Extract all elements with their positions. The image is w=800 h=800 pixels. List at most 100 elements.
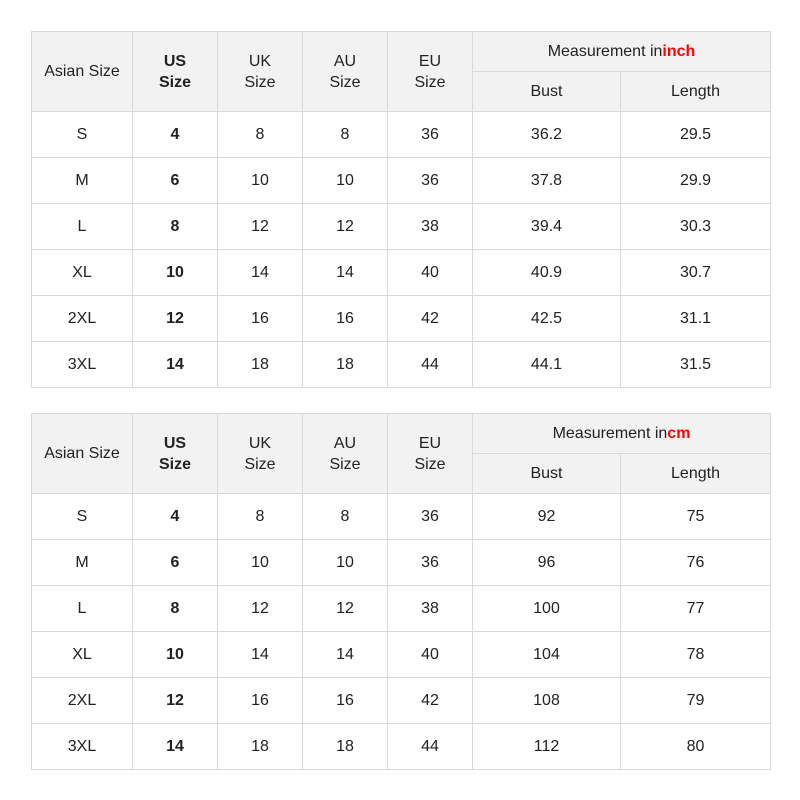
cell-eu-size: 36 [387, 493, 473, 540]
header-eu-size: EU Size [387, 31, 473, 112]
cell-uk-size: 12 [217, 585, 303, 632]
header-measurement: Measurement ininch [471, 31, 772, 72]
cell-eu-size: 36 [387, 111, 473, 158]
cell-asian-size: 2XL [31, 677, 133, 724]
subheader-row: Bust Length [32, 453, 771, 494]
cell-asian-size: XL [31, 631, 133, 678]
cell-uk-size: 8 [217, 493, 303, 540]
cell-length: 80 [620, 723, 771, 770]
header-length: Length [620, 453, 771, 494]
cell-asian-size: 3XL [31, 341, 133, 388]
header-row: Asian Size US Size UK Size AU Size EU Size Measur… [31, 31, 772, 112]
cell-bust: 100 [472, 585, 621, 632]
cell-asian-size: S [31, 493, 133, 540]
cell-us-size: 4 [132, 493, 218, 540]
cell-asian-size: L [31, 203, 133, 250]
cell-uk-size: 14 [217, 249, 303, 296]
cell-us-size: 6 [132, 157, 218, 204]
header-bust: Bust [472, 453, 621, 494]
size-table-cm: Asian Size US Size UK Size AU Size EU Size Measur… [31, 413, 771, 770]
cell-au-size: 18 [302, 723, 388, 770]
header-uk-size: UK Size [217, 413, 303, 494]
cell-uk-size: 16 [217, 295, 303, 342]
cell-bust: 112 [472, 723, 621, 770]
header-us-size: US Size [132, 413, 218, 494]
cell-eu-size: 44 [387, 723, 473, 770]
cell-asian-size: XL [31, 249, 133, 296]
cell-au-size: 16 [302, 677, 388, 724]
cell-uk-size: 14 [217, 631, 303, 678]
table-row: 3XL 14 18 18 44 112 80 [31, 723, 771, 770]
cell-uk-size: 8 [217, 111, 303, 158]
cell-us-size: 12 [132, 295, 218, 342]
cell-au-size: 16 [302, 295, 388, 342]
cell-length: 75 [620, 493, 771, 540]
cell-eu-size: 36 [387, 157, 473, 204]
cell-uk-size: 10 [217, 539, 303, 586]
cell-au-size: 18 [302, 341, 388, 388]
cell-uk-size: 18 [217, 723, 303, 770]
header-row: Asian Size US Size UK Size AU Size EU Size Measur… [31, 413, 771, 494]
cell-eu-size: 42 [387, 677, 473, 724]
cell-uk-size: 12 [217, 203, 303, 250]
cell-length: 30.7 [619, 249, 772, 296]
cell-asian-size: L [31, 585, 133, 632]
cell-us-size: 4 [132, 111, 218, 158]
cell-bust: 96 [472, 539, 621, 586]
header-au-size: AU Size [302, 31, 388, 112]
header-asian-size: Asian Size [31, 31, 133, 112]
table-row: L 8 12 12 38 39.4 30.3 [31, 203, 772, 250]
table-row: L 8 12 12 38 100 77 [31, 585, 771, 632]
cell-au-size: 8 [302, 111, 388, 158]
cell-asian-size: 2XL [31, 295, 133, 342]
cell-eu-size: 42 [387, 295, 473, 342]
cell-length: 78 [620, 631, 771, 678]
cell-bust: 36.2 [472, 111, 621, 158]
cell-asian-size: 3XL [31, 723, 133, 770]
cell-us-size: 8 [132, 203, 218, 250]
cell-eu-size: 38 [387, 203, 473, 250]
table-row: XL 10 14 14 40 104 78 [31, 631, 771, 678]
cell-length: 76 [620, 539, 771, 586]
table-row: M 6 10 10 36 37.8 29.9 [31, 157, 772, 204]
cell-eu-size: 44 [387, 341, 473, 388]
table-row: XL 10 14 14 40 40.9 30.7 [31, 249, 772, 296]
cell-uk-size: 18 [217, 341, 303, 388]
cell-au-size: 14 [302, 249, 388, 296]
cell-eu-size: 36 [387, 539, 473, 586]
cell-bust: 42.5 [472, 295, 621, 342]
header-length: Length [619, 71, 772, 112]
unit-label: inch [662, 42, 696, 60]
cell-us-size: 8 [132, 585, 218, 632]
header-us-size: US Size [132, 31, 218, 112]
header-eu-size: EU Size [387, 413, 473, 494]
cell-au-size: 10 [302, 157, 388, 204]
cell-au-size: 10 [302, 539, 388, 586]
cell-bust: 39.4 [472, 203, 621, 250]
cell-asian-size: M [31, 539, 133, 586]
cell-length: 79 [620, 677, 771, 724]
cell-us-size: 10 [132, 631, 218, 678]
cell-us-size: 14 [132, 341, 218, 388]
cell-bust: 40.9 [472, 249, 621, 296]
cell-us-size: 10 [132, 249, 218, 296]
cell-length: 77 [620, 585, 771, 632]
table-row: 2XL 12 16 16 42 42.5 31.1 [31, 295, 772, 342]
cell-eu-size: 38 [387, 585, 473, 632]
cell-length: 30.3 [619, 203, 772, 250]
cell-uk-size: 16 [217, 677, 303, 724]
cell-us-size: 6 [132, 539, 218, 586]
cell-bust: 108 [472, 677, 621, 724]
table-row: 2XL 12 16 16 42 108 79 [31, 677, 771, 724]
cell-length: 31.5 [619, 341, 772, 388]
cell-au-size: 8 [302, 493, 388, 540]
cell-eu-size: 40 [387, 631, 473, 678]
header-uk-size: UK Size [217, 31, 303, 112]
cell-length: 31.1 [619, 295, 772, 342]
cell-length: 29.9 [619, 157, 772, 204]
cell-us-size: 14 [132, 723, 218, 770]
header-measurement: Measurement incm [472, 413, 771, 454]
cell-au-size: 12 [302, 585, 388, 632]
cell-eu-size: 40 [387, 249, 473, 296]
header-asian-size: Asian Size [31, 413, 133, 494]
